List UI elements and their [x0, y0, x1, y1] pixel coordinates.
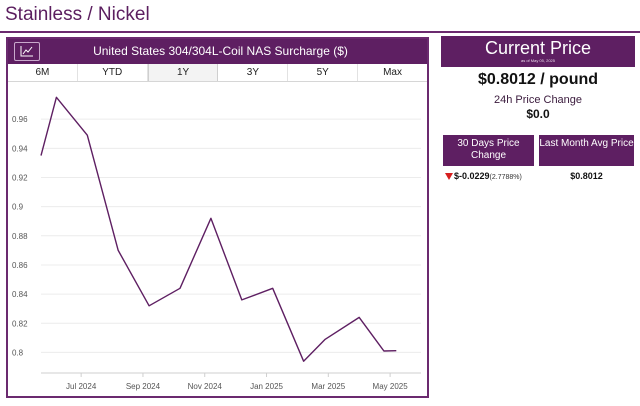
data-point	[179, 287, 181, 289]
last-month-avg-label: Last Month Avg Price	[539, 135, 634, 166]
y-tick-label: 0.82	[12, 319, 28, 328]
tab-ytd[interactable]: YTD	[78, 64, 148, 81]
x-tick-label: Jul 2024	[66, 382, 97, 391]
as-of-date: as of May 05, 2025	[520, 58, 556, 63]
x-tick-label: Nov 2024	[188, 382, 223, 391]
data-point	[40, 155, 42, 157]
chart-title: United States 304/304L-Coil NAS Surcharg…	[93, 44, 348, 58]
y-tick-label: 0.92	[12, 173, 28, 182]
data-point	[303, 360, 305, 362]
tab-6m[interactable]: 6M	[8, 64, 78, 81]
chart-header: United States 304/304L-Coil NAS Surcharg…	[8, 39, 427, 64]
down-arrow-icon	[445, 173, 453, 181]
price-change-label: 24h Price Change	[493, 94, 583, 106]
x-tick-label: May 2025	[373, 382, 409, 391]
x-tick-label: Jan 2025	[250, 382, 283, 391]
data-point	[241, 299, 243, 301]
y-tick-label: 0.8	[12, 348, 24, 357]
last-month-avg-value: $0.8012	[570, 171, 603, 181]
price-change-value: $0.0	[526, 107, 550, 121]
tab-1y[interactable]: 1Y	[147, 64, 219, 81]
data-point	[148, 305, 150, 307]
data-point	[383, 350, 385, 352]
y-tick-label: 0.88	[12, 232, 28, 241]
page-title: Stainless / Nickel	[5, 4, 150, 25]
y-tick-label: 0.9	[12, 203, 24, 212]
tab-5y[interactable]: 5Y	[288, 64, 359, 81]
data-point	[395, 350, 397, 352]
tab-3y[interactable]: 3Y	[218, 64, 289, 81]
line-chart-icon	[20, 46, 33, 57]
series-line	[40, 96, 397, 362]
data-point	[324, 339, 326, 341]
line-chart: 0.8 0.82 0.84 0.86 0.88 0.9 0.92 0.94 0.96 Jul 20…	[12, 96, 421, 391]
x-tick-label: Mar 2025	[311, 382, 345, 391]
range-tabs: 6M YTD 1Y 3Y 5Y Max	[8, 64, 427, 82]
y-tick-label: 0.86	[12, 261, 28, 270]
tab-max[interactable]: Max	[383, 67, 402, 78]
x-tick-label: Sep 2024	[126, 382, 161, 391]
data-point	[117, 250, 119, 252]
data-point	[272, 287, 274, 289]
y-tick-label: 0.94	[12, 144, 28, 153]
title-divider	[0, 31, 640, 33]
thirty-day-change-percent: (2.7788%)	[489, 174, 522, 181]
y-tick-label: 0.84	[12, 290, 28, 299]
current-price-title: Current Price	[484, 38, 592, 58]
chart-type-button[interactable]	[14, 42, 40, 61]
current-price-value: $0.8012 / pound	[477, 71, 599, 88]
thirty-day-change-amount: $-0.0229	[454, 171, 490, 181]
data-point	[358, 317, 360, 319]
data-point	[210, 217, 212, 219]
thirty-day-change-value: $-0.0229(2.7788%)	[445, 171, 522, 181]
chart-panel: United States 304/304L-Coil NAS Surcharg…	[6, 37, 429, 398]
thirty-day-change-label: 30 Days Price Change	[443, 135, 534, 166]
current-price-header: Current Price as of May 05, 2025	[441, 36, 635, 67]
data-point	[87, 134, 89, 136]
y-tick-label: 0.96	[12, 115, 28, 124]
data-point	[56, 96, 58, 98]
